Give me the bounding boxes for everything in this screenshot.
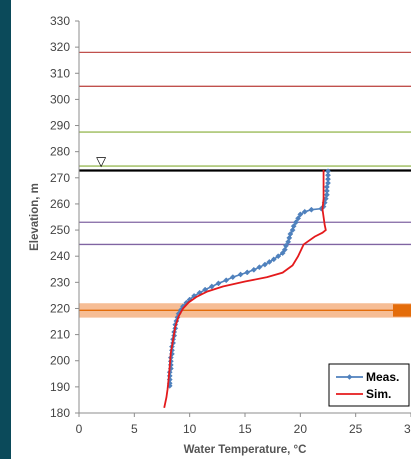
data-point	[244, 269, 251, 276]
x-axis-title: Water Temperature, °C	[184, 444, 307, 456]
data-point	[270, 256, 277, 263]
data-point	[279, 250, 286, 257]
y-tick-label: 320	[50, 40, 70, 54]
y-tick-label: 220	[50, 301, 70, 315]
data-point	[266, 258, 273, 265]
x-tick-label: 30	[404, 422, 411, 436]
legend-marker-0	[346, 374, 353, 380]
data-point	[281, 246, 288, 253]
x-tick-label: 15	[238, 422, 252, 436]
x-tick-label: 5	[131, 422, 138, 436]
y-tick-label: 180	[50, 406, 70, 420]
data-point	[297, 211, 304, 218]
data-point	[223, 277, 230, 284]
legend-label: Meas.	[366, 370, 399, 384]
data-point	[308, 206, 315, 213]
x-tick-label: 0	[76, 422, 83, 436]
data-point	[229, 274, 236, 281]
y-tick-label: 200	[50, 354, 70, 368]
x-tick-label: 20	[294, 422, 308, 436]
y-tick-label: 330	[50, 14, 70, 28]
x-tick-label: 25	[349, 422, 363, 436]
series-line-sim	[163, 169, 327, 408]
data-point	[295, 215, 302, 222]
y-tick-label: 240	[50, 249, 70, 263]
y-tick-label: 300	[50, 92, 70, 106]
data-point	[292, 219, 299, 226]
temperature-profile-chart: ▽ 18019020021022023024025026027028029030…	[29, 14, 411, 456]
data-point	[285, 238, 292, 245]
data-point	[237, 271, 244, 278]
data-point	[250, 266, 257, 273]
y-tick-label: 190	[50, 380, 70, 394]
y-tick-label: 260	[50, 197, 70, 211]
axes: 1801902002102202302402502602702802903003…	[29, 14, 411, 456]
y-tick-label: 230	[50, 275, 70, 289]
y-tick-label: 250	[50, 223, 70, 237]
data-point	[215, 280, 222, 287]
water-surface-marker: ▽	[96, 155, 106, 170]
y-tick-label: 210	[50, 328, 70, 342]
chart-frame: ▽ 180 190 200 210 220 230 240 250 260 270 280 290 30…	[11, 0, 411, 459]
data-point	[275, 253, 282, 260]
data-point	[256, 264, 263, 271]
y-axis-title: Elevation, m	[29, 183, 41, 251]
legend-box	[328, 363, 410, 407]
legend: Meas. Sim.	[328, 363, 410, 407]
x-tick-label: 10	[183, 422, 197, 436]
data-point	[301, 208, 308, 215]
data-point	[208, 283, 215, 290]
y-tick-label: 280	[50, 145, 70, 159]
series	[163, 168, 331, 408]
y-tick-label: 270	[50, 171, 70, 185]
legend-label: Sim.	[366, 387, 391, 401]
data-point	[261, 261, 268, 268]
series-line-meas	[168, 171, 329, 386]
reference-lines: ▽	[79, 51, 411, 318]
data-point	[289, 227, 296, 234]
y-tick-label: 290	[50, 119, 70, 133]
y-tick-label: 310	[50, 66, 70, 80]
